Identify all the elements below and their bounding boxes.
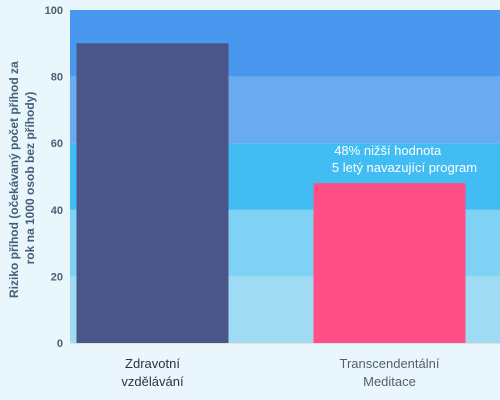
x-category-label: Zdravotní vzdělávání xyxy=(121,356,184,389)
y-tick-label: 0 xyxy=(57,338,63,350)
y-axis-label-line-1: Riziko příhod (očekávaný počet příhod za xyxy=(7,61,21,298)
y-tick-label: 80 xyxy=(51,72,63,84)
y-tick-label: 20 xyxy=(51,271,63,283)
x-category-label-line: Meditace xyxy=(363,374,416,389)
x-category-label-line: vzdělávání xyxy=(121,374,184,389)
annotation-line-2: 5 letý navazující program xyxy=(332,160,477,175)
x-category-label: Transcendentální Meditace xyxy=(340,356,440,389)
bar xyxy=(76,43,229,344)
y-axis-ticks: 0 20 40 60 80 100 xyxy=(45,5,63,350)
y-tick-label: 40 xyxy=(51,205,63,217)
x-category-label-line: Zdravotní xyxy=(125,356,180,371)
x-axis-categories: Zdravotní vzdělávání Transcendentální Medit… xyxy=(121,356,439,389)
y-axis-label-line-2: rok na 1000 osob bez příhody) xyxy=(23,92,37,265)
bar xyxy=(313,183,466,343)
annotation-line-1: 48% nižší hodnota xyxy=(334,143,442,158)
y-tick-label: 100 xyxy=(45,5,63,17)
y-axis-label: Riziko příhod (očekávaný počet příhod za… xyxy=(7,58,37,298)
bars xyxy=(76,43,466,344)
bar-annotation: 48% nižší hodnota 5 letý navazující prog… xyxy=(332,143,477,175)
y-tick-label: 60 xyxy=(51,138,63,150)
x-category-label-line: Transcendentální xyxy=(340,356,440,371)
